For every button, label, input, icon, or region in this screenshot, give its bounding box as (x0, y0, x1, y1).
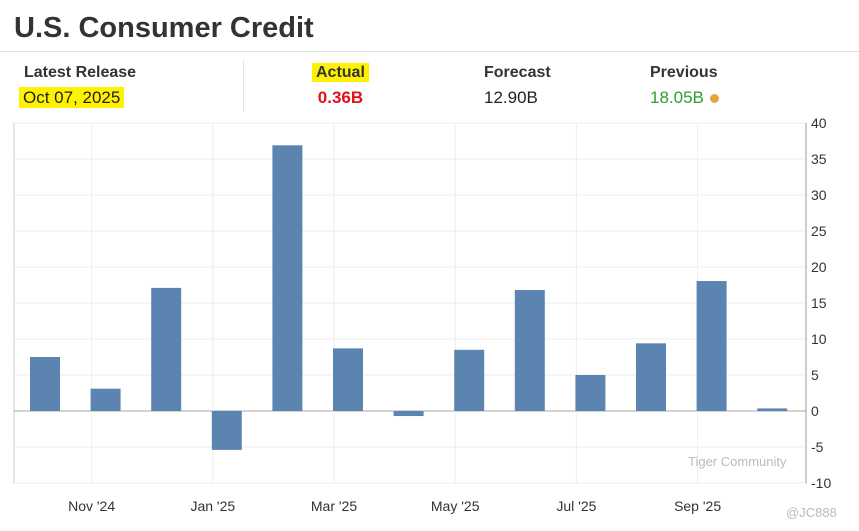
y-tick-label: 40 (811, 115, 827, 131)
previous-label: Previous (650, 64, 718, 81)
status-dot-icon (709, 94, 719, 104)
forecast-label: Forecast (484, 64, 551, 81)
bar-dec-24 (151, 287, 182, 411)
bar-oct-25 (757, 408, 788, 411)
y-tick-label: 25 (811, 223, 827, 239)
y-tick-label: 5 (811, 367, 819, 383)
bar-jun-25 (514, 290, 545, 411)
y-tick-label: 15 (811, 295, 827, 311)
latest-release-label: Latest Release (24, 64, 137, 81)
actual-value: 0.36B (317, 88, 364, 107)
actual-label: Actual (312, 63, 369, 82)
bar-nov-24 (90, 388, 121, 411)
divider (0, 51, 859, 52)
y-tick-label: 10 (811, 331, 827, 347)
bar-mar-25 (333, 348, 363, 411)
latest-release-value: Oct 07, 2025 (19, 87, 125, 108)
y-tick-label: -10 (811, 475, 831, 491)
watermark: Tiger Community (688, 454, 787, 469)
y-tick-label: 35 (811, 151, 827, 167)
bar-sep-25 (696, 281, 727, 411)
bar-feb-25 (272, 145, 303, 411)
forecast-value: 12.90B (484, 88, 538, 107)
bar-oct-24 (30, 357, 60, 411)
x-tick-label: Sep '25 (674, 498, 721, 514)
divider (243, 60, 244, 112)
x-tick-label: Mar '25 (311, 498, 357, 514)
y-tick-label: 20 (811, 259, 827, 275)
bar-jan-25 (211, 411, 242, 450)
bar-jul-25 (575, 375, 606, 411)
watermark-handle: @JC888 (786, 505, 837, 520)
y-tick-label: 30 (811, 187, 827, 203)
bar-aug-25 (636, 343, 666, 411)
page-title: U.S. Consumer Credit (14, 12, 314, 44)
latest-release: Latest Release Oct 07, 2025 (19, 64, 137, 108)
forecast: Forecast 12.90B (484, 64, 551, 108)
x-tick-label: May '25 (431, 498, 480, 514)
bar-apr-25 (393, 411, 424, 417)
x-tick-label: Nov '24 (68, 498, 115, 514)
bar-may-25 (454, 349, 485, 411)
y-tick-label: 0 (811, 403, 819, 419)
x-tick-label: Jul '25 (556, 498, 596, 514)
x-tick-label: Jan '25 (190, 498, 235, 514)
previous: Previous 18.05B (650, 64, 719, 108)
actual: Actual 0.36B (312, 63, 369, 108)
previous-value: 18.05B (650, 88, 704, 107)
y-tick-label: -5 (811, 439, 824, 455)
